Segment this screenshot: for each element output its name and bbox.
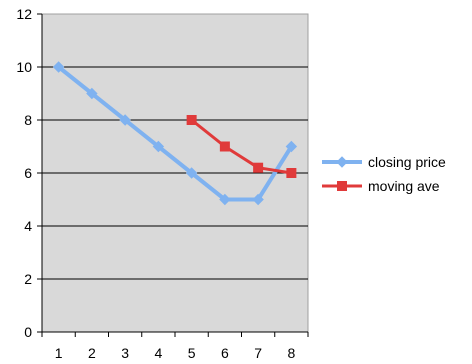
legend: closing price moving ave [322,154,446,194]
y-tick-label: 4 [24,218,32,234]
x-tick-label: 6 [221,345,229,361]
x-tick-label: 1 [55,345,63,361]
x-tick-label: 7 [254,345,262,361]
legend-label: closing price [368,154,446,170]
legend-moving-ave-marker [337,181,347,191]
moving-ave-marker [253,162,264,173]
closing-price-marker [52,61,65,73]
y-tick-label: 0 [24,324,32,340]
y-tick-label: 2 [24,271,32,287]
legend-label: moving ave [368,178,440,194]
x-tick-label: 2 [88,345,96,361]
x-tick-label: 4 [154,345,162,361]
x-tick-label: 3 [121,345,129,361]
legend-item-moving-ave: moving ave [322,178,440,194]
y-axis: 0 2 4 6 8 10 12 [16,6,43,340]
y-tick-label: 8 [24,112,32,128]
closing-price-marker [252,193,264,206]
closing-price-marker [152,140,165,153]
closing-price-marker [185,167,198,179]
closing-price-marker [285,140,298,153]
moving-ave-marker [286,168,297,178]
x-axis: 1 2 3 4 5 6 7 8 [41,331,309,361]
x-tick-label: 5 [188,345,196,361]
y-tick-label: 6 [24,165,32,181]
moving-ave-marker [186,115,197,125]
legend-item-closing-price: closing price [322,154,446,170]
closing-price-marker [119,114,131,126]
closing-price-marker [219,193,231,206]
moving-ave-marker [219,141,230,152]
legend-closing-price-marker [336,156,348,168]
y-tick-label: 12 [16,6,32,22]
gridlines [42,66,308,280]
series-closing-price [52,61,298,206]
closing-price-marker [86,87,98,100]
x-tick-label: 8 [287,345,295,361]
series-layer [52,61,298,206]
moving-ave-line [190,118,292,175]
y-tick-label: 10 [16,59,32,75]
series-moving-ave [186,115,297,178]
